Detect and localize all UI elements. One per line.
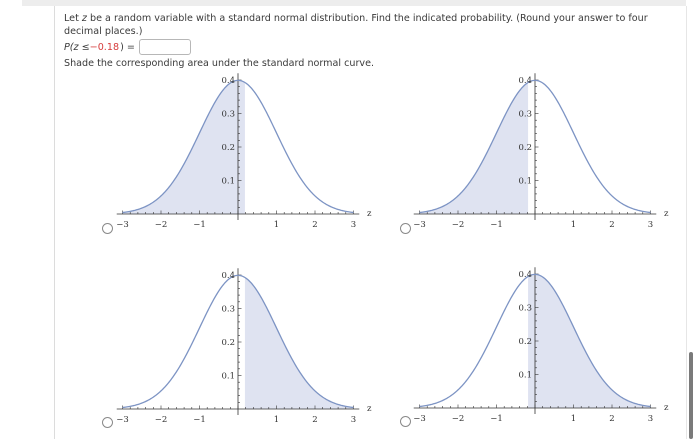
intro-text: Let (64, 13, 82, 24)
probability-line: P(z ≤ −0.18 ) = (64, 39, 191, 55)
normal-curve-chart: −3 −2 −1 1 2 3 0.1 0.2 0.3 0.4 z (116, 268, 372, 425)
normal-curve (122, 274, 354, 409)
x-tick-label: −2 (452, 414, 465, 424)
shade-instruction: Shade the corresponding area under the s… (64, 58, 375, 69)
x-tick-label: −1 (490, 414, 503, 424)
x-axis-label: z (367, 209, 372, 219)
x-tick-label: 2 (312, 220, 317, 230)
y-tick-label: 0.2 (518, 143, 532, 153)
x-tick-label: 2 (609, 220, 614, 230)
normal-curve (419, 79, 651, 214)
chart-option-2: −3 −2 −1 1 2 3 0.1 0.2 0.3 0.4 z (405, 73, 675, 234)
normal-curve-chart: −3 −2 −1 1 2 3 0.1 0.2 0.3 0.4 z (413, 267, 669, 424)
y-tick-label: 0.4 (221, 271, 235, 281)
x-tick-label: 3 (648, 220, 653, 230)
chart-option-1: −3 −2 −1 1 2 3 0.1 0.2 0.3 0.4 z (108, 73, 378, 234)
normal-curve (419, 273, 651, 408)
shaded-area (122, 80, 245, 214)
y-tick-label: 0.3 (518, 304, 532, 314)
option-radio-4[interactable] (400, 416, 411, 427)
option-radio-2[interactable] (400, 223, 411, 234)
chart-option-4: −3 −2 −1 1 2 3 0.1 0.2 0.3 0.4 z (405, 267, 675, 428)
probability-value: −0.18 (89, 41, 120, 53)
y-tick-label: 0.3 (518, 110, 532, 120)
y-tick-label: 0.1 (221, 177, 235, 187)
x-tick-label: −3 (116, 220, 129, 230)
x-tick-label: −1 (490, 220, 503, 230)
x-tick-label: −1 (193, 220, 206, 230)
normal-curve-chart: −3 −2 −1 1 2 3 0.1 0.2 0.3 0.4 z (116, 73, 372, 230)
x-tick-label: −2 (155, 220, 168, 230)
y-tick-label: 0.2 (518, 337, 532, 347)
scrollbar-thumb[interactable] (689, 352, 693, 439)
shaded-area (244, 277, 354, 409)
y-tick-label: 0.3 (221, 305, 235, 315)
shaded-area (419, 82, 529, 214)
answer-input[interactable] (138, 39, 191, 55)
y-tick-label: 0.3 (221, 110, 235, 120)
intro-text-rest: be a random variable with a standard nor… (64, 13, 648, 37)
y-tick-label: 0.1 (518, 177, 532, 187)
x-tick-label: 1 (274, 415, 279, 425)
option-radio-3[interactable] (102, 417, 113, 428)
x-tick-label: 3 (351, 415, 356, 425)
x-tick-label: 1 (571, 414, 576, 424)
top-bar (22, 0, 686, 6)
normal-curve-chart: −3 −2 −1 1 2 3 0.1 0.2 0.3 0.4 z (413, 73, 669, 230)
x-tick-label: −2 (452, 220, 465, 230)
x-tick-label: 2 (312, 415, 317, 425)
option-radio-1[interactable] (102, 223, 113, 234)
x-tick-label: 1 (571, 220, 576, 230)
x-tick-label: −2 (155, 415, 168, 425)
shaded-area (528, 274, 651, 408)
x-tick-label: −1 (193, 415, 206, 425)
x-axis-label: z (367, 404, 372, 414)
y-tick-label: 0.2 (221, 143, 235, 153)
x-tick-label: 3 (351, 220, 356, 230)
x-tick-label: −3 (116, 415, 129, 425)
y-tick-label: 0.1 (221, 372, 235, 382)
chart-option-3: −3 −2 −1 1 2 3 0.1 0.2 0.3 0.4 z (108, 268, 378, 429)
y-tick-label: 0.4 (221, 76, 235, 86)
x-tick-label: −3 (413, 414, 426, 424)
y-tick-label: 0.4 (518, 270, 532, 280)
question-text: Let z be a random variable with a standa… (64, 12, 680, 38)
normal-curve (122, 79, 354, 214)
x-tick-label: 1 (274, 220, 279, 230)
y-tick-label: 0.4 (518, 76, 532, 86)
y-tick-label: 0.2 (221, 338, 235, 348)
x-tick-label: −3 (413, 220, 426, 230)
x-axis-label: z (664, 403, 669, 413)
x-tick-label: 3 (648, 414, 653, 424)
x-axis-label: z (664, 209, 669, 219)
variable-z: z (81, 13, 87, 24)
y-tick-label: 0.1 (518, 371, 532, 381)
probability-prefix: P(z ≤ (64, 41, 90, 53)
x-tick-label: 2 (609, 414, 614, 424)
probability-suffix: ) = (120, 41, 135, 53)
